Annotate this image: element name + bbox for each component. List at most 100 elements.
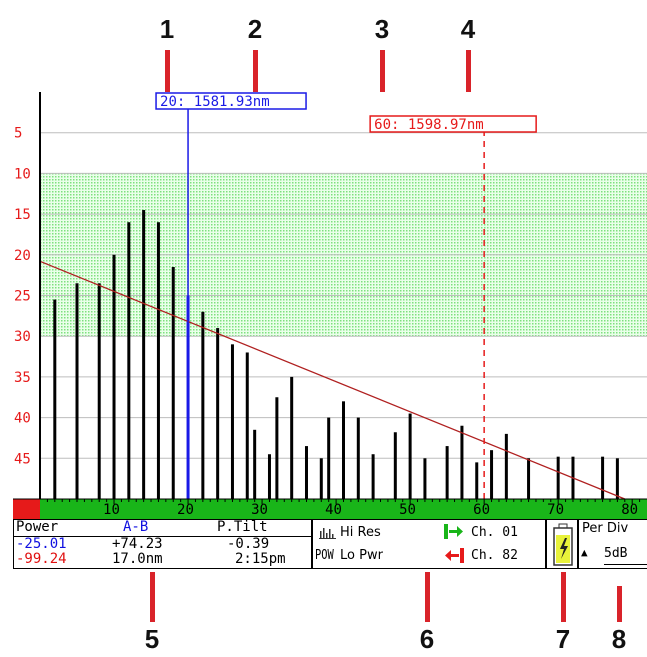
marker-b-label: 60: 1598.97nm xyxy=(374,117,484,133)
per-div-arrows-icon[interactable]: ▲︎ xyxy=(581,546,588,559)
per-div-underline xyxy=(604,564,647,565)
x-axis-strip xyxy=(40,499,647,519)
y-tick-label: 40 xyxy=(14,411,31,427)
bar xyxy=(342,401,345,499)
hi-res-icon xyxy=(319,525,337,543)
channel-b-label[interactable]: Ch. 82 xyxy=(471,548,518,563)
ab-diff-value: +74.23 xyxy=(112,536,163,552)
callout-7-line xyxy=(561,572,566,622)
battery-panel xyxy=(546,519,578,569)
channel-b-icon xyxy=(444,548,464,567)
bar xyxy=(245,352,249,499)
x-tick-label: 60 xyxy=(473,502,490,518)
channel-a-icon xyxy=(444,524,464,543)
status-panel: Power A-B P.Tilt -25.01 +74.23 -0.39 -99… xyxy=(13,519,312,569)
x-tick-label: 70 xyxy=(547,502,564,518)
status-divider xyxy=(14,536,311,537)
bar xyxy=(97,283,101,499)
battery-charging-icon xyxy=(552,523,574,571)
bar xyxy=(230,344,234,499)
callout-2: 2 xyxy=(247,14,263,44)
bar xyxy=(356,417,360,499)
gridlines xyxy=(40,132,647,459)
callout-4-line xyxy=(466,50,471,120)
y-tick-label: 20 xyxy=(14,248,31,264)
tilt-value: -0.39 xyxy=(227,536,270,552)
bar xyxy=(75,283,79,499)
bar xyxy=(475,462,479,499)
per-div-value[interactable]: 5dB xyxy=(604,546,628,561)
bar xyxy=(253,429,257,499)
y-tick-label: 5 xyxy=(14,126,22,142)
x-tick-label: 50 xyxy=(399,502,416,518)
channel-a-label[interactable]: Ch. 01 xyxy=(471,525,518,540)
callout-2-line xyxy=(253,50,258,100)
bar xyxy=(127,222,131,500)
bar xyxy=(615,458,619,499)
markers: 20: 1581.93nm 60: 1598.97nm xyxy=(155,92,537,499)
pow-label: POW xyxy=(315,548,334,563)
bars xyxy=(53,210,619,500)
bar xyxy=(408,413,412,499)
osa-screen: 5 10 15 20 25 30 35 40 45 20: 1581.93nm 60: 1598.… xyxy=(13,92,647,569)
bar xyxy=(601,456,605,499)
callout-1: 1 xyxy=(159,14,175,44)
bar xyxy=(445,446,449,499)
bar xyxy=(53,299,57,499)
tilt-header: P.Tilt xyxy=(217,519,268,535)
power-b-value: -99.24 xyxy=(16,551,67,567)
callout-6: 6 xyxy=(419,624,435,654)
per-div-panel[interactable]: Per Div ▲︎ 5dB xyxy=(578,519,647,569)
marker-a-label: 20: 1581.93nm xyxy=(160,94,270,110)
y-tick-label: 30 xyxy=(14,329,31,345)
y-tick-label: 25 xyxy=(14,289,31,305)
bar xyxy=(142,210,146,499)
x-tick-label: 10 xyxy=(103,502,120,518)
callout-8: 8 xyxy=(611,624,627,654)
tilt-line-path xyxy=(39,260,626,500)
x-tick-label: 20 xyxy=(177,502,194,518)
bar xyxy=(290,376,294,499)
bar xyxy=(319,458,323,499)
spectrum-chart: 5 10 15 20 25 30 35 40 45 20: 1581.93nm 60: 1598.… xyxy=(13,92,647,519)
tilt-line xyxy=(39,260,626,500)
y-tick-label: 15 xyxy=(14,207,31,223)
bar xyxy=(304,446,308,499)
per-div-title: Per Div xyxy=(582,521,629,536)
callout-7: 7 xyxy=(555,624,571,654)
bar xyxy=(371,454,375,499)
bar xyxy=(112,254,116,499)
marker-b-box xyxy=(369,115,537,133)
y-tick-label: 35 xyxy=(14,370,31,386)
bar xyxy=(460,425,464,499)
mode-panel[interactable]: Hi Res POW Lo Pwr Ch. 01 Ch. 82 xyxy=(312,519,546,569)
x-tick-label: 80 xyxy=(621,502,638,518)
bar xyxy=(156,222,160,500)
callout-4: 4 xyxy=(460,14,476,44)
y-axis: 5 10 15 20 25 30 35 40 45 xyxy=(14,126,31,468)
bar xyxy=(275,397,279,499)
bar xyxy=(556,456,560,499)
power-header: Power xyxy=(16,519,59,535)
x-tick-label: 40 xyxy=(325,502,342,518)
bar xyxy=(201,311,205,499)
ab-header: A-B xyxy=(123,519,149,535)
hi-res-label[interactable]: Hi Res xyxy=(340,525,381,540)
x-tick-label: 30 xyxy=(251,502,268,518)
lo-pwr-label[interactable]: Lo Pwr xyxy=(340,548,383,563)
y-tick-label: 10 xyxy=(14,166,31,182)
bar xyxy=(504,433,508,499)
ab-span-value: 17.0nm xyxy=(112,551,163,567)
callout-8-line xyxy=(617,586,622,622)
callout-1-line xyxy=(165,50,170,100)
bar xyxy=(393,432,397,499)
bar xyxy=(267,454,271,499)
x-axis-corner xyxy=(13,499,40,519)
y-tick-label: 45 xyxy=(14,451,31,467)
callout-6-line xyxy=(425,572,430,622)
callout-3-line xyxy=(380,50,385,120)
marker-a-box xyxy=(155,92,307,110)
callout-5: 5 xyxy=(144,624,160,654)
power-a-value: -25.01 xyxy=(16,536,67,552)
bar xyxy=(423,458,427,499)
